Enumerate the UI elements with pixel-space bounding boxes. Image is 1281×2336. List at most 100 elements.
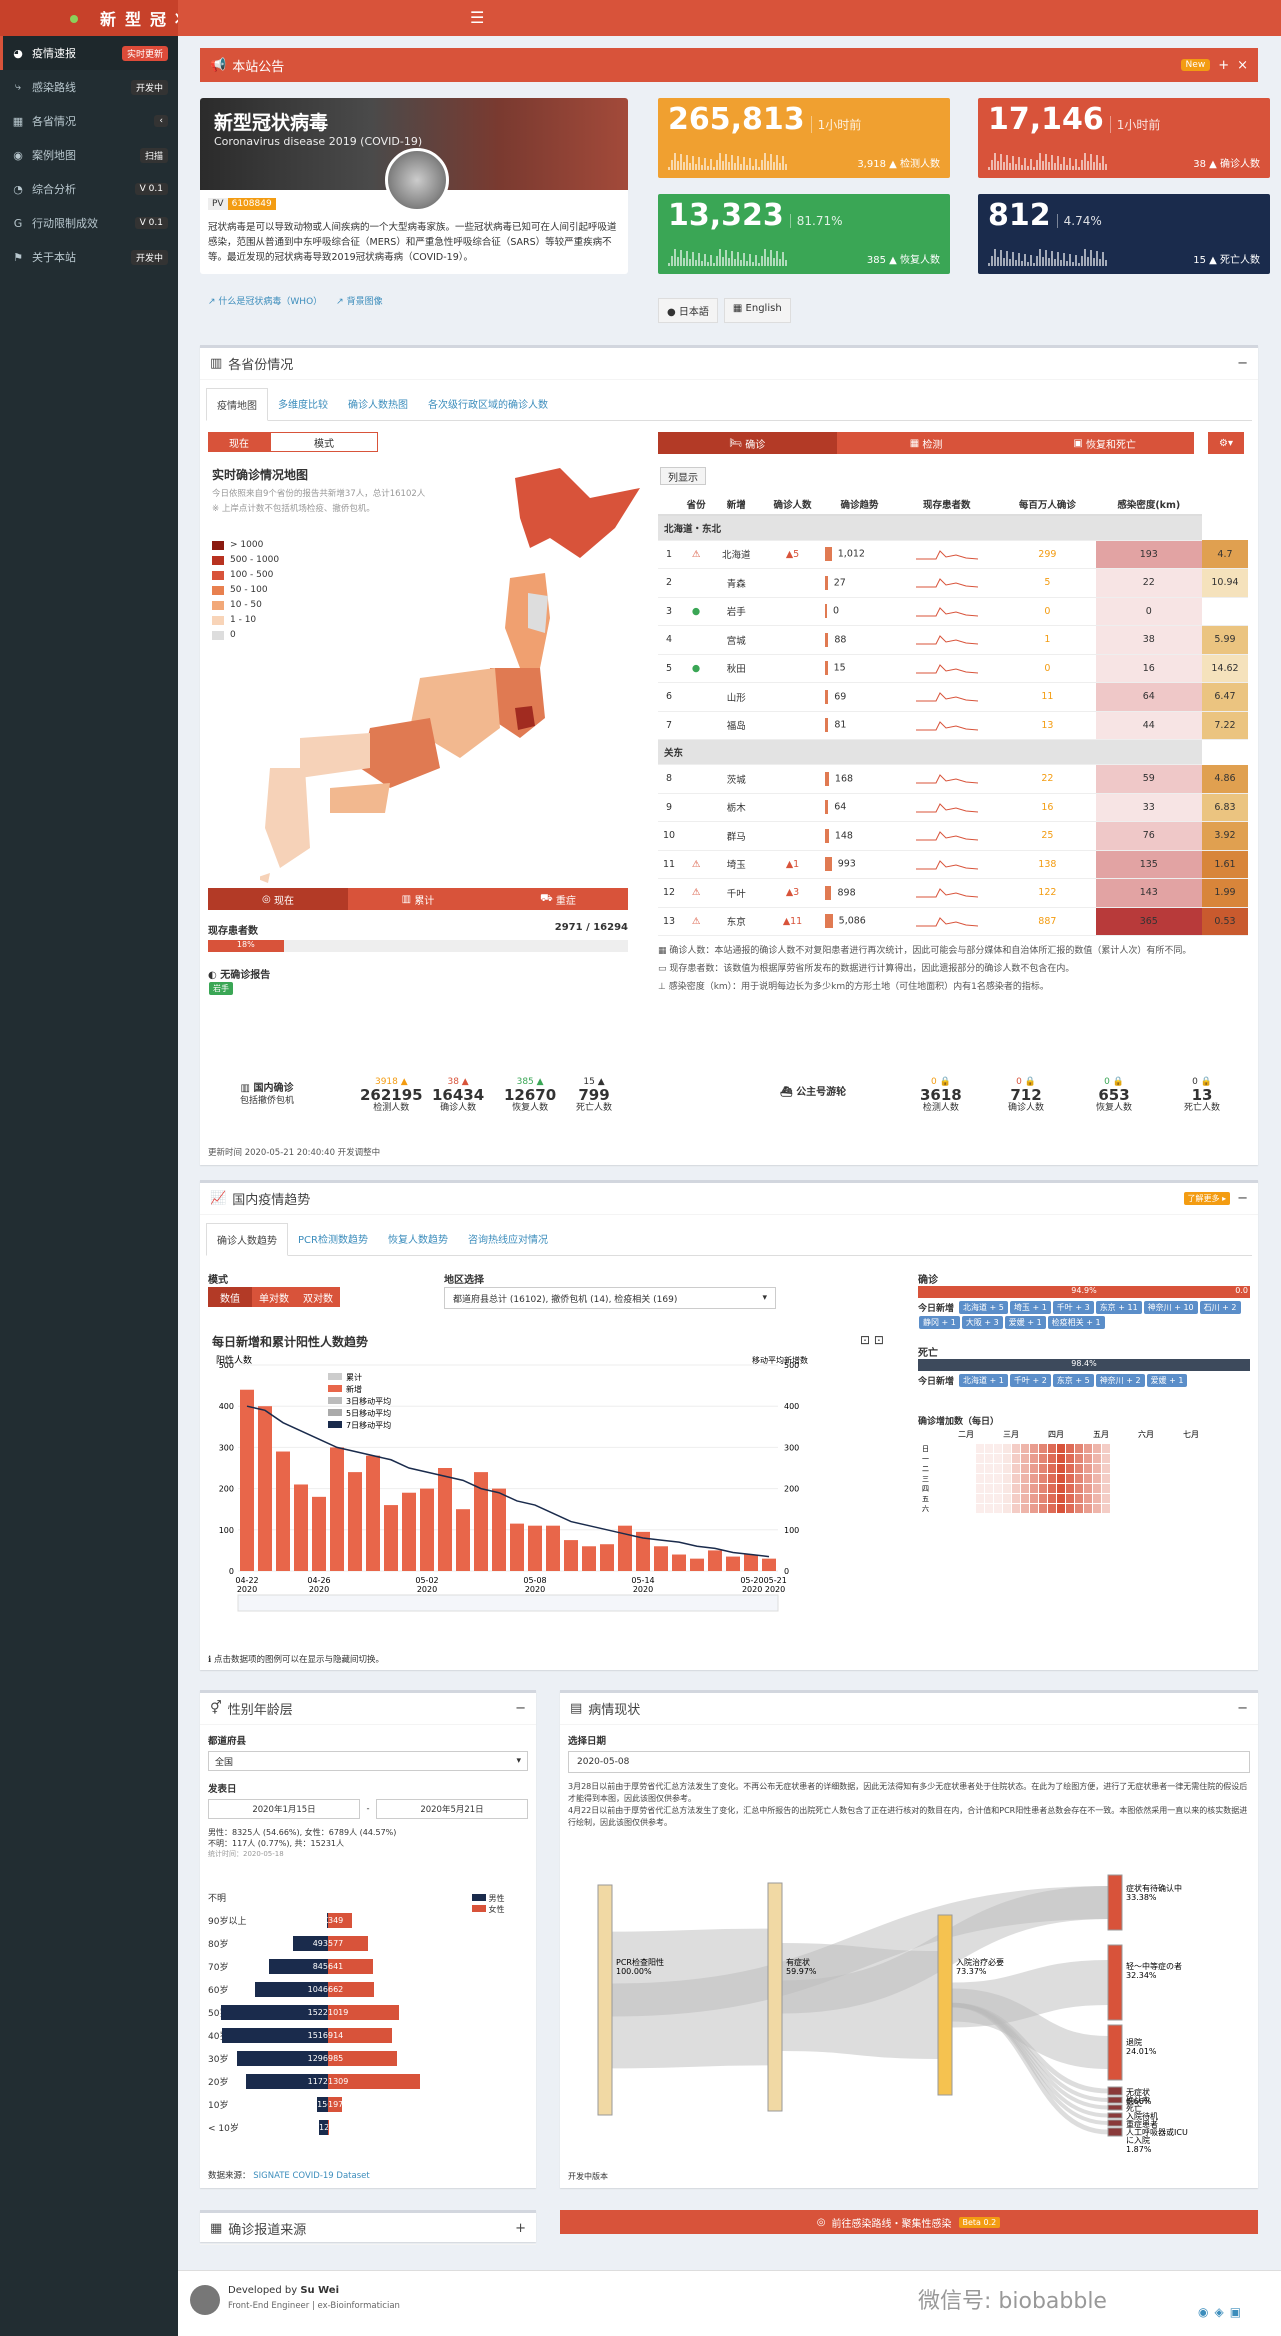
sankey-node[interactable] <box>1107 1944 1123 2021</box>
mode-button-1[interactable]: 单对数 <box>252 1287 296 1307</box>
lang-ja-button[interactable]: ● 日本語 <box>658 298 718 323</box>
table-row[interactable]: 9 栃木 64 16 33 6.83 <box>658 793 1248 822</box>
legend-label[interactable]: 5日移动平均 <box>346 1408 391 1418</box>
male-bar[interactable]: 493 <box>293 1935 328 1951</box>
col-header[interactable]: 新增 <box>712 493 761 516</box>
bar-new[interactable] <box>708 1550 722 1571</box>
route-button[interactable]: ◎ 前往感染路线・聚集性感染 Beta 0.2 <box>560 2210 1258 2234</box>
hamburger-icon[interactable]: ☰ <box>470 8 485 27</box>
mode-now-button[interactable]: 现在 <box>208 432 270 452</box>
bar-new[interactable] <box>564 1540 578 1571</box>
female-bar[interactable]: 662 <box>328 1981 375 1997</box>
legend-swatch[interactable] <box>328 1397 342 1404</box>
table-row[interactable]: 10 群马 148 25 76 3.92 <box>658 821 1248 851</box>
bar-new[interactable] <box>600 1544 614 1571</box>
legend-swatch[interactable] <box>328 1385 342 1392</box>
bar-new[interactable] <box>348 1472 362 1571</box>
legend-label[interactable]: 7日移动平均 <box>346 1420 391 1430</box>
female-bar[interactable]: 1309 <box>328 2073 420 2089</box>
status-date-input[interactable]: 2020-05-08 <box>568 1751 1250 1773</box>
bar-new[interactable] <box>330 1447 344 1571</box>
pref-select[interactable]: 全国 ▾ <box>208 1751 528 1771</box>
view-now-tab[interactable]: ◎ 现在 <box>208 888 348 910</box>
table-row[interactable]: 13 ⚠ 东京 ▲11 5,086 887 365 0.53 <box>658 907 1248 936</box>
sidebar-item-6[interactable]: ⚑ 关于本站 开发中 <box>0 240 178 274</box>
legend-label[interactable]: 累计 <box>346 1372 362 1382</box>
bar-new[interactable] <box>312 1496 326 1571</box>
bar-new[interactable] <box>546 1525 560 1571</box>
table-row[interactable]: 7 福岛 81 13 44 7.22 <box>658 711 1248 740</box>
bar-new[interactable] <box>420 1488 434 1571</box>
expand-icon[interactable]: + <box>515 2221 526 2236</box>
learn-more-badge[interactable]: 了解更多 ▸ <box>1183 1192 1231 1205</box>
trend-tab-3[interactable]: 咨询热线应对情况 <box>467 1235 548 1246</box>
table-tab-recovery[interactable]: ▣ 恢复和死亡 <box>1073 437 1136 451</box>
bar-new[interactable] <box>690 1558 704 1571</box>
linkedin-icon[interactable]: ▣ <box>1229 2305 1242 2319</box>
male-bar[interactable]: 845 <box>268 1958 328 1974</box>
col-header[interactable]: 确诊人数 <box>760 493 825 516</box>
bar-new[interactable] <box>762 1558 776 1571</box>
female-bar[interactable]: 349 <box>328 1912 353 1928</box>
female-bar[interactable]: 577 <box>328 1935 369 1951</box>
view-severe-tab[interactable]: ⛟ 重症 <box>540 892 576 907</box>
bar-new[interactable] <box>672 1554 686 1571</box>
sidebar-item-1[interactable]: ⤷ 感染路线 开发中 <box>0 70 178 104</box>
legend-swatch[interactable] <box>328 1409 342 1416</box>
male-bar[interactable]: 1522 <box>221 2004 328 2020</box>
province-tab-3[interactable]: 各次级行政区域的确诊人数 <box>428 400 548 411</box>
zoom-slider[interactable] <box>237 1594 779 1612</box>
sidebar-item-2[interactable]: ▦ 各省情况 ‹ <box>0 104 178 138</box>
table-row[interactable]: 11 ⚠ 埼玉 ▲1 993 138 135 1.61 <box>658 850 1248 879</box>
legend-label[interactable]: 3日移动平均 <box>346 1396 391 1406</box>
province-tab-1[interactable]: 多维度比较 <box>278 400 328 411</box>
collapse-icon[interactable]: − <box>515 1701 526 1716</box>
bar-new[interactable] <box>294 1484 308 1571</box>
download-icon[interactable]: ⊡ ⊡ <box>860 1333 884 1347</box>
github-icon[interactable]: ◉ <box>1198 2305 1209 2319</box>
bar-new[interactable] <box>402 1492 416 1571</box>
bar-new[interactable] <box>528 1525 542 1571</box>
table-row[interactable]: 6 山形 69 11 64 6.47 <box>658 682 1248 712</box>
legend-label[interactable]: 新增 <box>346 1384 362 1394</box>
trend-tab-1[interactable]: PCR检测数趋势 <box>298 1235 368 1246</box>
male-bar[interactable]: 156 <box>317 2096 328 2112</box>
mode-pattern-button[interactable]: 模式 <box>270 432 378 452</box>
male-bar[interactable]: 20 <box>326 1912 328 1928</box>
table-row[interactable]: 8 茨城 168 22 59 4.86 <box>658 764 1248 794</box>
female-bar[interactable]: 1019 <box>328 2004 400 2020</box>
table-row[interactable]: 1 ⚠ 北海道 ▲5 1,012 299 193 4.7 <box>658 540 1248 569</box>
collapse-icon[interactable]: − <box>1237 356 1248 371</box>
bar-new[interactable] <box>510 1523 524 1571</box>
expand-icon[interactable]: + <box>1218 57 1230 73</box>
legend-swatch[interactable] <box>328 1373 342 1380</box>
bar-new[interactable] <box>276 1451 290 1571</box>
female-bar[interactable]: 985 <box>328 2050 397 2066</box>
col-header[interactable]: 感染密度(km) <box>1095 493 1202 516</box>
bar-new[interactable] <box>258 1406 272 1571</box>
male-bar[interactable]: 1296 <box>237 2050 328 2066</box>
col-header[interactable]: 每百万人确诊 <box>999 493 1096 516</box>
bar-new[interactable] <box>726 1556 740 1571</box>
bar-new[interactable] <box>618 1525 632 1571</box>
male-bar[interactable]: 1046 <box>254 1981 328 1997</box>
table-tab-tests[interactable]: ▦ 检测 <box>909 437 943 451</box>
male-bar[interactable]: 1516 <box>221 2027 328 2043</box>
bar-new[interactable] <box>582 1546 596 1571</box>
trend-tab-2[interactable]: 恢复人数趋势 <box>387 1235 448 1246</box>
date-to-input[interactable]: 2020年5月21日 <box>376 1799 528 1819</box>
bar-new[interactable] <box>384 1505 398 1571</box>
sankey-node[interactable] <box>1107 2112 1123 2119</box>
col-header[interactable]: 确诊趋势 <box>824 493 895 516</box>
male-bar[interactable]: 128 <box>319 2119 328 2135</box>
bar-new[interactable] <box>654 1546 668 1571</box>
female-bar[interactable]: 641 <box>328 1958 373 1974</box>
sidebar-item-0[interactable]: ◕ 疫情速报 实时更新 <box>0 36 178 70</box>
bar-new[interactable] <box>492 1488 506 1571</box>
table-settings-button[interactable]: ⚙▾ <box>1208 432 1244 454</box>
sankey-node[interactable] <box>767 1882 783 2112</box>
legend-swatch[interactable] <box>328 1421 342 1428</box>
sankey-node[interactable] <box>1107 2119 1123 2127</box>
region-select[interactable]: 都道府县总计 (16102), 撤侨包机 (14), 检疫相关 (169) ▾ <box>444 1287 776 1309</box>
mode-button-2[interactable]: 双对数 <box>296 1287 340 1307</box>
